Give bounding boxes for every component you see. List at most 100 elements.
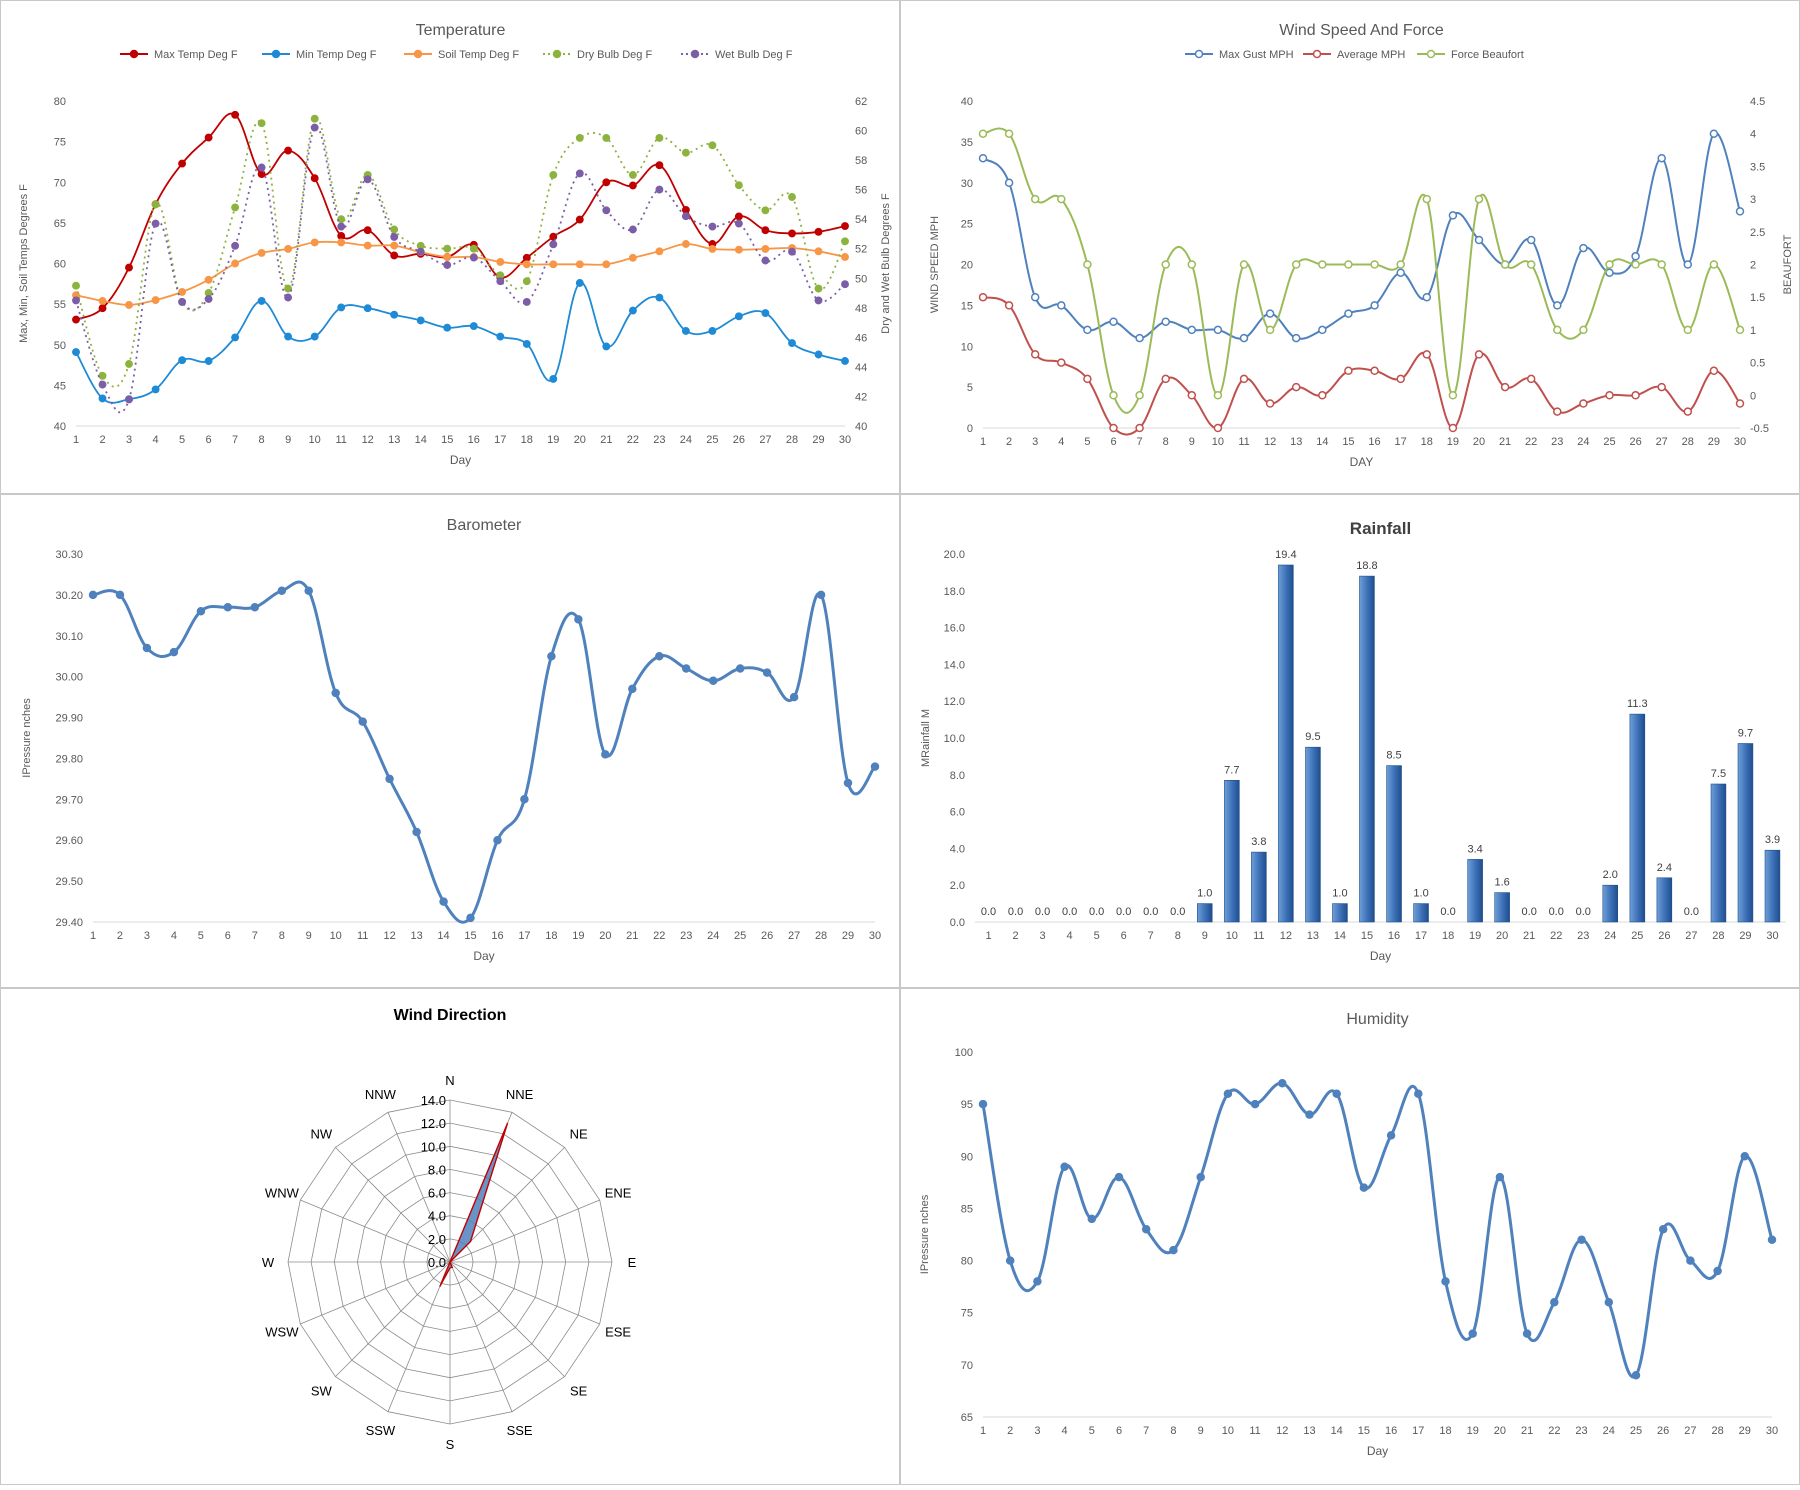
x-tick-label: 24 — [1577, 436, 1589, 448]
direction-label: SE — [570, 1384, 588, 1399]
x-tick-label: 29 — [1739, 930, 1751, 942]
data-point — [231, 241, 240, 250]
y-tick-label: 65 — [54, 218, 66, 230]
rainfall-chart: Rainfall0.02.04.06.08.010.012.014.016.01… — [920, 519, 1786, 963]
x-tick-label: 9 — [1198, 1425, 1204, 1437]
data-point — [978, 292, 988, 302]
x-axis-title: Day — [450, 453, 471, 467]
x-tick-label: 22 — [1550, 930, 1562, 942]
data-point — [789, 692, 799, 702]
data-point — [602, 206, 611, 215]
data-point — [1713, 1266, 1722, 1276]
data-point — [1114, 1172, 1124, 1182]
data-point — [390, 310, 399, 319]
x-tick-label: 5 — [179, 434, 185, 446]
direction-label: ENE — [605, 1185, 632, 1200]
data-point — [655, 293, 664, 302]
data-point — [178, 356, 187, 365]
x-tick-label: 16 — [491, 930, 503, 942]
data-label: 9.7 — [1738, 728, 1753, 740]
data-point — [1057, 358, 1066, 367]
data-point — [98, 371, 107, 380]
bar — [1251, 851, 1267, 923]
data-point — [337, 238, 346, 247]
data-point — [178, 297, 187, 306]
x-tick-label: 11 — [357, 930, 368, 942]
data-point — [655, 247, 664, 256]
y-tick-label: 75 — [54, 137, 66, 149]
data-point — [125, 300, 133, 309]
data-point — [1005, 1256, 1015, 1265]
data-point — [385, 774, 394, 784]
x-tick-label: 26 — [1658, 930, 1670, 942]
chart-title: Wind Direction — [394, 1007, 507, 1024]
direction-label: NNW — [365, 1087, 397, 1102]
x-tick-label: 1 — [980, 436, 986, 448]
data-point — [1057, 194, 1066, 204]
data-point — [1004, 301, 1014, 310]
x-tick-label: 13 — [1307, 930, 1319, 942]
data-point — [204, 357, 213, 365]
data-point — [469, 253, 478, 262]
data-point — [390, 225, 399, 234]
x-tick-label: 23 — [1551, 436, 1563, 448]
wind-direction-chart: Wind Direction N NNE NE ENE E ESE SE SSE S SSW SW WS… — [262, 1007, 637, 1452]
data-point — [1169, 1245, 1178, 1255]
data-point — [310, 123, 319, 132]
data-point — [761, 256, 770, 265]
data-point — [204, 295, 213, 303]
data-point — [1030, 350, 1040, 359]
data-point — [1683, 260, 1693, 269]
radial-tick-label: 10.0 — [421, 1139, 446, 1154]
radar-spoke — [300, 1261, 451, 1325]
data-point — [284, 244, 293, 253]
bar — [1656, 877, 1673, 923]
data-point — [1004, 129, 1014, 138]
data-point — [1577, 1235, 1586, 1244]
data-point — [1109, 391, 1118, 400]
y2-tick-label: 44 — [855, 362, 867, 374]
x-tick-label: 25 — [1630, 1425, 1642, 1437]
x-tick-label: 6 — [225, 930, 231, 942]
x-tick-label: 29 — [812, 434, 824, 446]
x-tick-label: 2 — [1012, 930, 1018, 942]
x-tick-label: 13 — [1290, 436, 1302, 448]
data-point — [204, 275, 213, 284]
x-tick-label: 3 — [1034, 1425, 1040, 1437]
y-tick-label: 30.10 — [55, 631, 83, 643]
x-tick-label: 17 — [1412, 1425, 1424, 1437]
data-point — [277, 586, 287, 596]
x-tick-label: 19 — [1469, 930, 1481, 942]
data-point — [1526, 235, 1536, 245]
y-tick-label: 30.00 — [55, 672, 83, 684]
series-line — [75, 116, 846, 388]
data-point — [142, 643, 152, 653]
data-point — [681, 664, 691, 673]
y2-tick-label: 3 — [1750, 194, 1756, 206]
data-point — [761, 244, 770, 253]
data-point — [98, 304, 107, 313]
data-point — [151, 385, 160, 394]
y-tick-label: 35 — [961, 137, 973, 149]
data-point — [1709, 366, 1719, 376]
data-label: 7.7 — [1224, 764, 1239, 776]
data-point — [734, 212, 743, 221]
data-label: 0.0 — [1035, 906, 1050, 918]
data-point — [1109, 423, 1118, 433]
y-axis-title: MRainfall M — [920, 709, 932, 767]
data-point — [1396, 260, 1405, 269]
x-tick-label: 21 — [1521, 1425, 1533, 1437]
direction-label: S — [446, 1437, 455, 1452]
radial-tick-label: 8.0 — [428, 1162, 446, 1177]
y2-tick-label: 3.5 — [1750, 161, 1765, 173]
data-point — [469, 322, 478, 331]
y2-tick-label: 1 — [1750, 325, 1756, 337]
data-point — [1370, 301, 1379, 310]
data-label: 3.4 — [1467, 843, 1482, 855]
data-point — [522, 297, 531, 306]
x-tick-label: 18 — [545, 930, 557, 942]
bar — [1224, 779, 1240, 923]
data-point — [1344, 309, 1353, 318]
data-point — [1422, 350, 1432, 359]
data-point — [708, 676, 718, 686]
